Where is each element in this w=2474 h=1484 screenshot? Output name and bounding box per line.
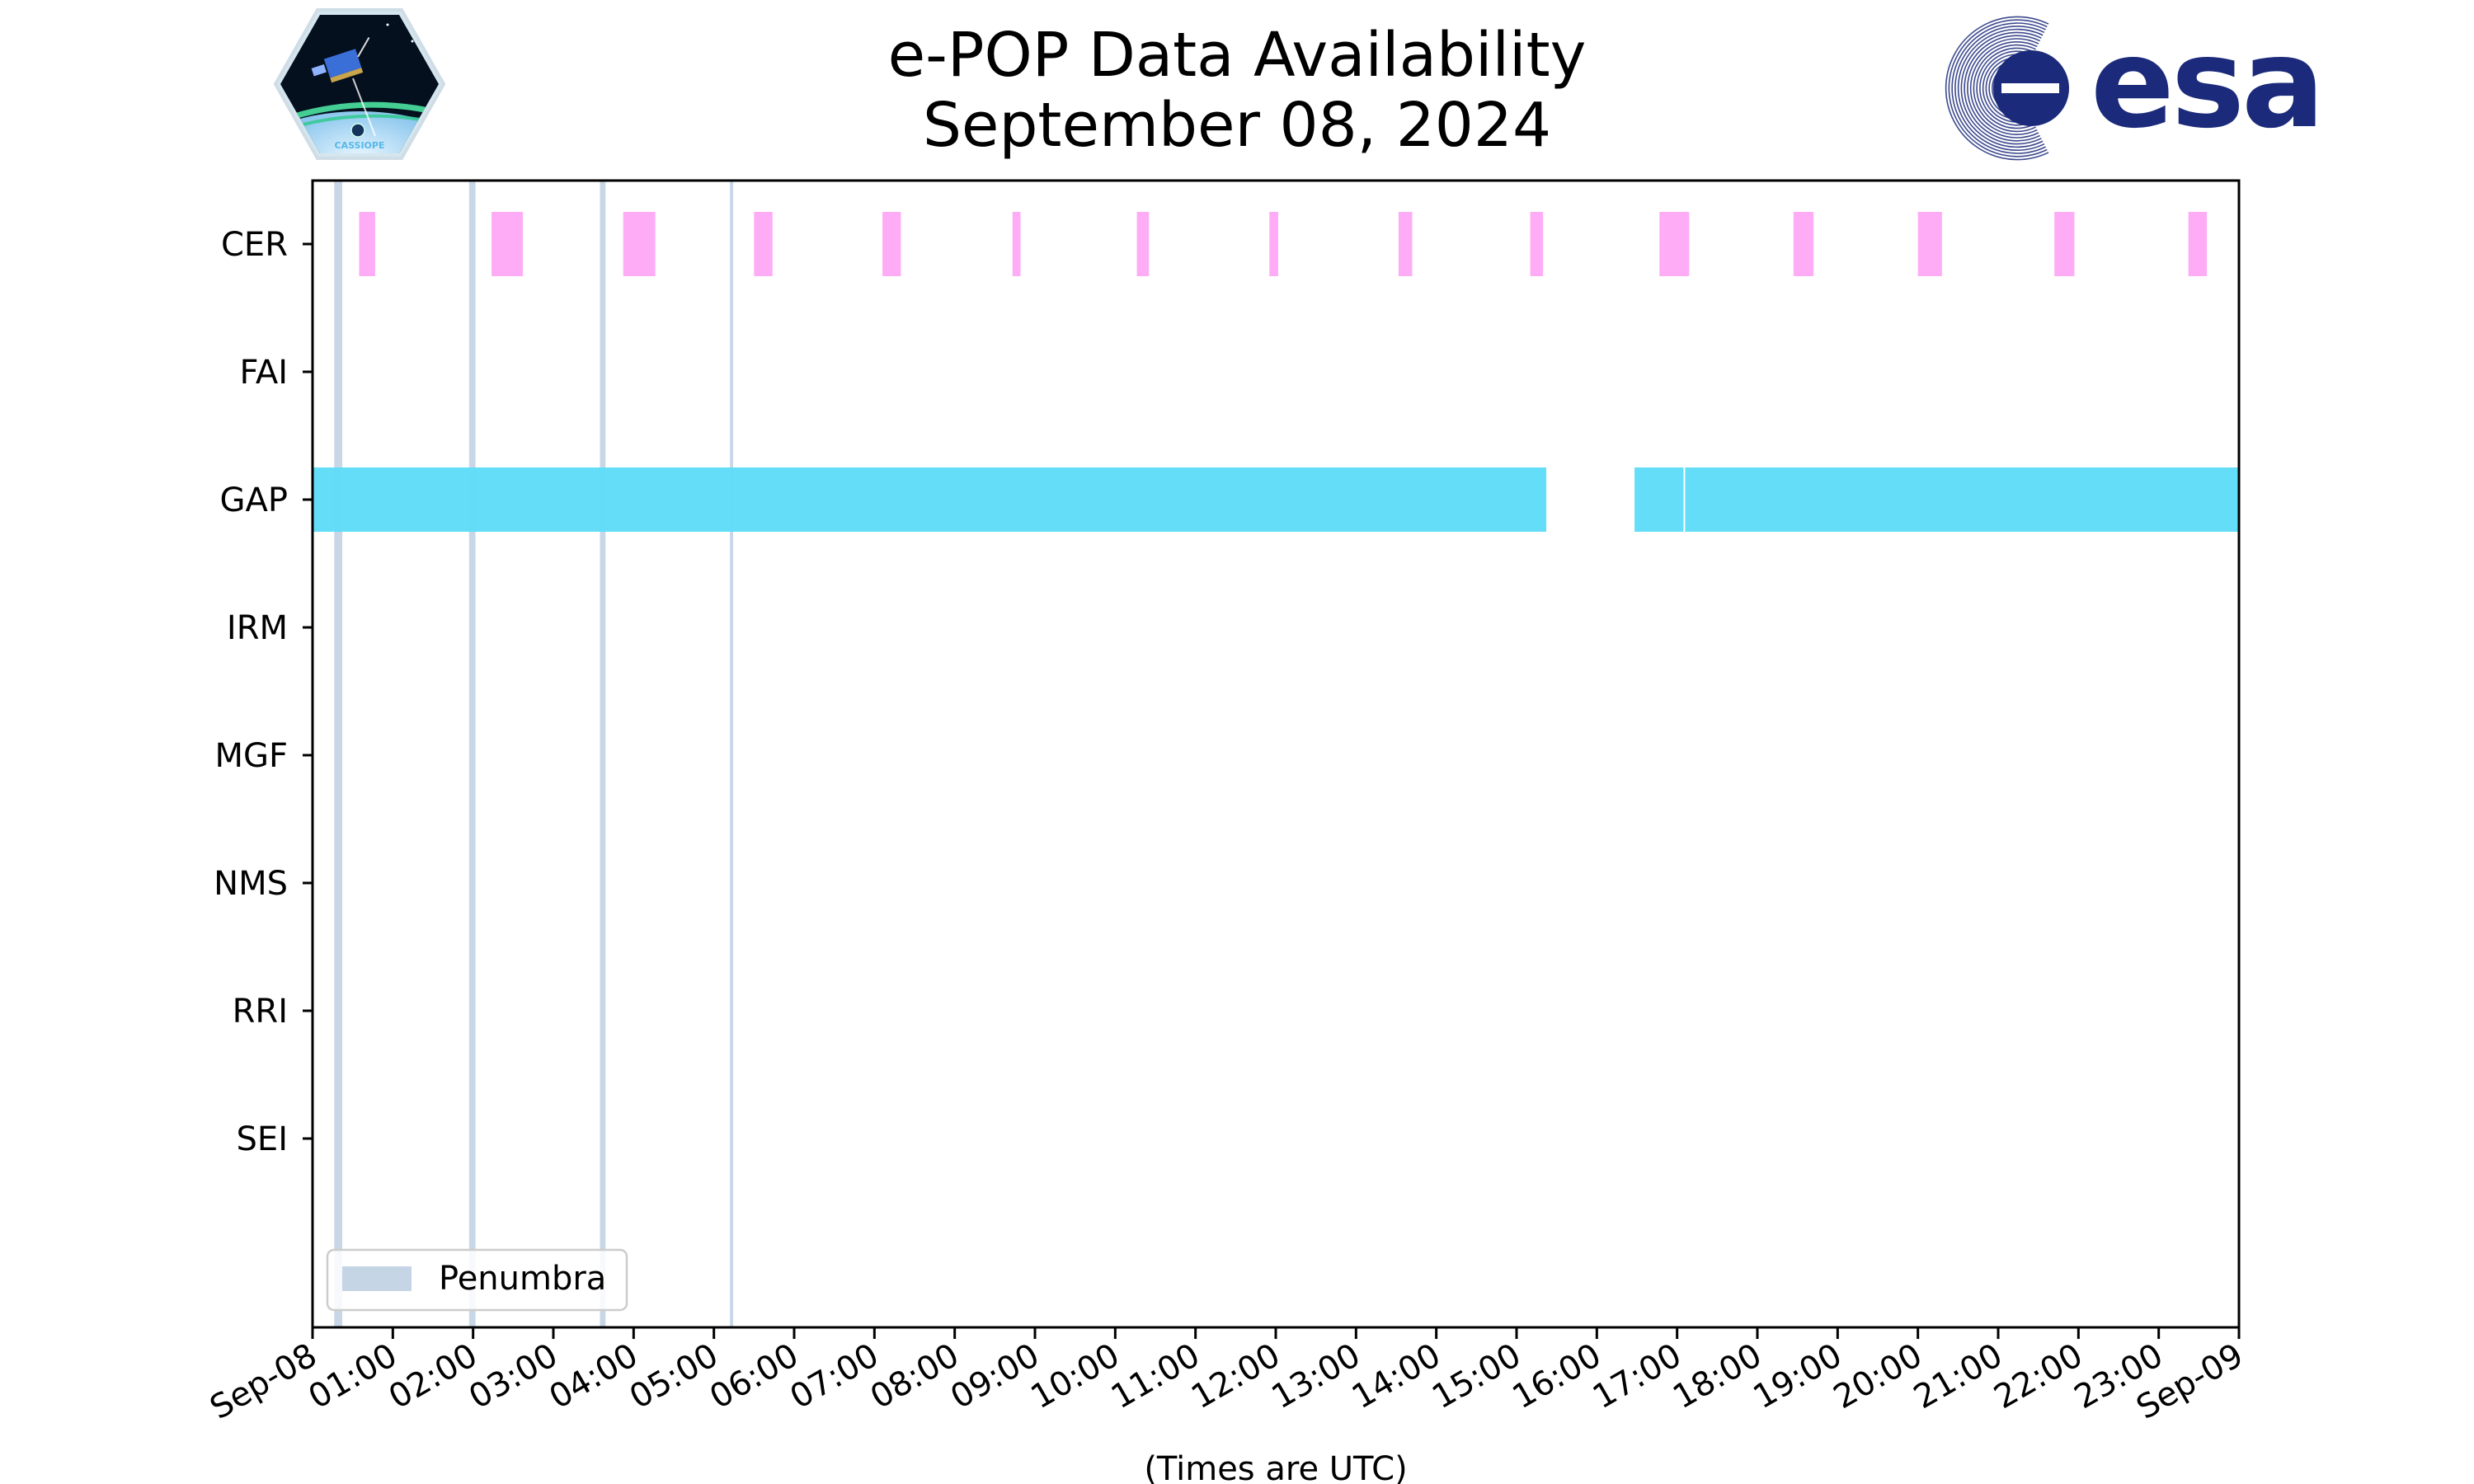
esa-swirl-arc — [1948, 19, 2048, 157]
x-tick-label: 08:00 — [864, 1336, 966, 1416]
x-tick-label: 10:00 — [1024, 1336, 1126, 1416]
x-tick-label: 07:00 — [783, 1336, 885, 1416]
x-tick-label: 11:00 — [1105, 1336, 1206, 1416]
esa-swirl-bar — [2001, 83, 2059, 93]
bars-layer — [313, 212, 2239, 532]
esa-swirl-arc — [1960, 31, 2042, 145]
x-tick-label: 09:00 — [944, 1336, 1046, 1416]
esa-swirl-arc — [1982, 54, 2032, 123]
x-tick-label: 16:00 — [1506, 1336, 1607, 1416]
chart-title-line-1: e-POP Data Availability — [887, 20, 1587, 91]
y-axis: CER FAI GAP IRM MGF NMS RRI SEI — [214, 226, 313, 1158]
esa-swirl-arc — [1979, 50, 2034, 126]
x-tick-label: 03:00 — [463, 1336, 564, 1416]
legend-label-penumbra: Penumbra — [439, 1260, 606, 1298]
penumbra-band — [730, 181, 734, 1327]
x-tick-label: 17:00 — [1587, 1336, 1688, 1416]
x-tick-label: 01:00 — [302, 1336, 403, 1416]
bar-gap — [1685, 467, 2239, 532]
x-tick-label: 05:00 — [623, 1336, 725, 1416]
y-tick-label-nms: NMS — [214, 865, 288, 903]
bar-cer — [1136, 212, 1150, 276]
bar-cer — [1917, 212, 1942, 276]
bar-cer — [1530, 212, 1544, 276]
bar-gap — [1634, 467, 1684, 532]
penumbra-band — [334, 181, 343, 1327]
x-tick-label: 14:00 — [1346, 1336, 1447, 1416]
esa-swirl-arc — [1964, 35, 2041, 142]
bar-cer — [359, 212, 375, 276]
y-tick-label-cer: CER — [221, 226, 288, 264]
penumbra-band — [600, 181, 606, 1327]
esa-swirl-arc — [1973, 44, 2036, 133]
cassiope-logo-text: CASSIOPE — [335, 140, 385, 151]
bar-gap — [313, 467, 1547, 532]
esa-swirl-arc — [1951, 22, 2046, 154]
esa-swirl-arc — [1976, 47, 2035, 129]
x-axis-label: (Times are UTC) — [1144, 1450, 1407, 1484]
esa-swirl-arc — [1957, 28, 2044, 148]
x-tick-label: 21:00 — [1907, 1336, 2009, 1416]
bar-cer — [754, 212, 773, 276]
x-tick-label: 12:00 — [1185, 1336, 1286, 1416]
esa-swirl-arc — [1945, 16, 2049, 161]
bar-cer — [1398, 212, 1413, 276]
chart-title-line-2: September 08, 2024 — [922, 90, 1552, 161]
legend-box — [326, 1248, 628, 1312]
bar-cer — [492, 212, 524, 276]
penumbra-band — [468, 181, 476, 1327]
esa-swirl-arc — [1969, 41, 2038, 135]
bar-cer — [1012, 212, 1021, 276]
esa-swirl-emblem — [1945, 16, 2069, 161]
x-tick-label: 20:00 — [1827, 1336, 1929, 1416]
esa-swirl-arc — [1967, 38, 2039, 139]
legend-swatch-penumbra — [342, 1266, 412, 1291]
x-tick-label: 19:00 — [1747, 1336, 1848, 1416]
y-tick-label-irm: IRM — [227, 609, 288, 647]
bar-cer — [2054, 212, 2075, 276]
esa-logo-text: esa — [2091, 12, 2321, 156]
bar-cer — [1269, 212, 1278, 276]
bar-cer — [2188, 212, 2208, 276]
x-axis: Sep-0801:0002:0003:0004:0005:0006:0007:0… — [204, 1327, 2250, 1427]
legend: Penumbra — [326, 1248, 628, 1312]
x-tick-label: 13:00 — [1265, 1336, 1366, 1416]
x-tick-label: 22:00 — [1987, 1336, 2089, 1416]
penumbra-layer — [334, 181, 734, 1327]
y-tick-label-gap: GAP — [220, 481, 288, 519]
y-tick-label-rri: RRI — [233, 993, 288, 1031]
esa-logo: esa — [1945, 12, 2325, 161]
bar-cer — [623, 212, 656, 276]
x-tick-label: 04:00 — [543, 1336, 644, 1416]
x-tick-label: 02:00 — [383, 1336, 484, 1416]
bar-cer — [882, 212, 901, 276]
y-tick-label-sei: SEI — [237, 1120, 288, 1158]
x-tick-label: 18:00 — [1667, 1336, 1768, 1416]
x-tick-label: 15:00 — [1426, 1336, 1527, 1416]
y-tick-label-fai: FAI — [240, 354, 289, 392]
bar-cer — [1793, 212, 1814, 276]
y-tick-label-mgf: MGF — [214, 737, 288, 775]
esa-swirl-arc — [1954, 26, 2045, 151]
bar-cer — [1659, 212, 1690, 276]
x-tick-label: 06:00 — [703, 1336, 805, 1416]
